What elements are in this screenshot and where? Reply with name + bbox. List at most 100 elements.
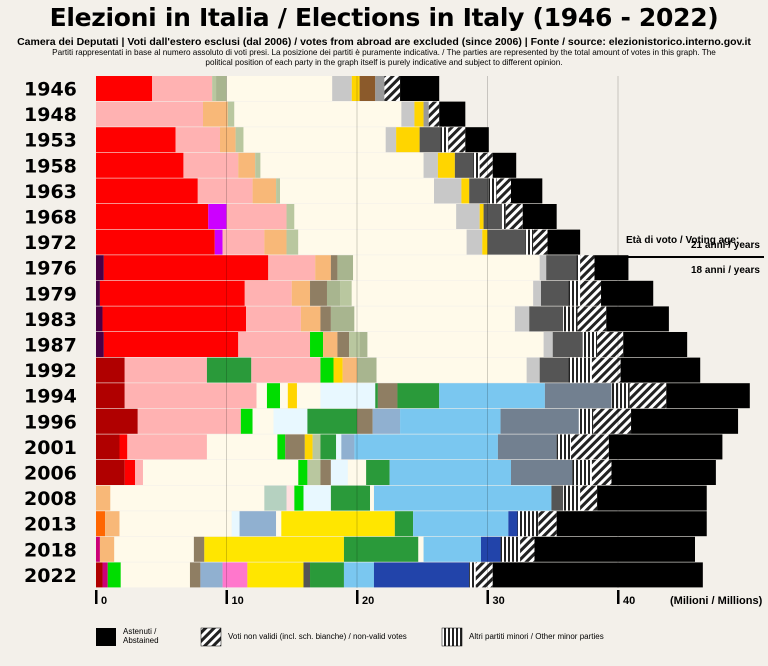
bar-1996-segment-8 bbox=[400, 408, 501, 434]
bar-1946-segment-8 bbox=[375, 76, 385, 101]
year-label-1946: 1946 bbox=[24, 79, 77, 101]
x-axis-unit-label: (Milioni / Millions) bbox=[670, 595, 763, 607]
legend-swatch-abstained bbox=[96, 628, 116, 646]
year-label-2022: 2022 bbox=[24, 565, 77, 587]
bar-2008-segment-1 bbox=[110, 485, 265, 511]
bar-1996-segment-5 bbox=[307, 408, 357, 434]
bar-2018-segment-11 bbox=[534, 536, 695, 562]
bar-1953-segment-2 bbox=[219, 127, 236, 153]
bar-2008-segment-6 bbox=[330, 485, 371, 511]
bar-2013-segment-12 bbox=[556, 511, 707, 537]
bar-1963 bbox=[96, 178, 543, 204]
x-tick-label-0: 0 bbox=[101, 595, 107, 607]
bar-1979-segment-5 bbox=[326, 280, 341, 306]
bar-2008-segment-5 bbox=[303, 485, 331, 511]
bar-1996 bbox=[96, 408, 739, 434]
bar-1972-segment-7 bbox=[482, 229, 488, 255]
bar-2018-segment-6 bbox=[418, 536, 424, 562]
bar-2006-segment-9 bbox=[366, 460, 390, 485]
bar-1946-segment-0 bbox=[96, 76, 153, 101]
bar-1994-segment-2 bbox=[256, 383, 267, 409]
bar-1992-segment-2 bbox=[206, 357, 252, 383]
bar-2022-segment-11 bbox=[373, 562, 470, 588]
bar-1994-segment-13 bbox=[611, 383, 630, 409]
bar-2018-segment-2 bbox=[114, 536, 194, 562]
bar-1958-segment-0 bbox=[96, 152, 184, 178]
bar-1972 bbox=[96, 229, 581, 255]
year-label-1963: 1963 bbox=[24, 181, 77, 203]
bar-2008-segment-12 bbox=[597, 485, 707, 511]
bar-1976-segment-2 bbox=[268, 255, 316, 281]
bar-1963-segment-10 bbox=[510, 178, 543, 204]
bar-2006-segment-6 bbox=[320, 460, 331, 485]
bar-2022 bbox=[96, 562, 703, 588]
bar-1953-segment-1 bbox=[175, 127, 220, 153]
bar-1979-segment-2 bbox=[244, 280, 292, 306]
bar-2022-segment-5 bbox=[200, 562, 223, 588]
bar-2018-segment-4 bbox=[204, 536, 344, 562]
bar-1958-segment-7 bbox=[454, 152, 474, 178]
bar-1987-segment-10 bbox=[552, 332, 583, 357]
bar-1953-segment-4 bbox=[243, 127, 386, 153]
bar-1946-segment-10 bbox=[400, 76, 440, 101]
bar-2001-segment-0 bbox=[96, 434, 120, 460]
bar-2008-segment-4 bbox=[294, 485, 304, 511]
bar-1963-segment-3 bbox=[276, 178, 281, 204]
bar-1968-segment-9 bbox=[505, 204, 523, 229]
bar-1979-segment-10 bbox=[568, 280, 581, 306]
bar-1994-segment-3 bbox=[266, 383, 280, 409]
bar-1983-segment-8 bbox=[529, 306, 564, 332]
bar-1996-segment-10 bbox=[578, 408, 594, 434]
bar-1958-segment-8 bbox=[473, 152, 480, 178]
bar-1996-segment-4 bbox=[273, 408, 308, 434]
bar-1996-segment-0 bbox=[96, 408, 138, 434]
bars-layer bbox=[96, 76, 750, 588]
bar-2006-segment-4 bbox=[298, 460, 308, 485]
x-tick-mark-30 bbox=[486, 590, 489, 604]
bar-1979-segment-8 bbox=[533, 280, 541, 306]
x-tick-label-40: 40 bbox=[623, 595, 635, 607]
bar-1994-segment-6 bbox=[296, 383, 321, 409]
bar-1963-segment-0 bbox=[96, 178, 198, 204]
bar-1983 bbox=[96, 306, 669, 332]
bar-2006-segment-8 bbox=[347, 460, 367, 485]
bar-1983-segment-3 bbox=[300, 306, 321, 332]
bar-1994-segment-12 bbox=[544, 383, 612, 409]
bar-1992-segment-5 bbox=[333, 357, 343, 383]
bar-1987-segment-1 bbox=[103, 332, 239, 357]
bar-2018-segment-10 bbox=[520, 536, 535, 562]
bar-2013-segment-1 bbox=[105, 511, 120, 537]
bar-1992-segment-4 bbox=[320, 357, 334, 383]
legend-swatch-minor bbox=[441, 627, 463, 647]
bar-2001-segment-3 bbox=[206, 434, 278, 460]
bar-1992-segment-0 bbox=[96, 357, 125, 383]
bar-1972-segment-2 bbox=[222, 229, 265, 255]
bar-2006-segment-11 bbox=[510, 460, 573, 485]
bar-1996-segment-2 bbox=[240, 408, 253, 434]
bar-2018-segment-1 bbox=[99, 536, 115, 562]
bar-1968-segment-2 bbox=[226, 204, 287, 229]
year-label-1958: 1958 bbox=[24, 155, 77, 177]
bar-1953-segment-7 bbox=[419, 127, 441, 153]
bar-2018-segment-8 bbox=[480, 536, 501, 562]
bar-1972-segment-8 bbox=[487, 229, 526, 255]
bar-2006-segment-2 bbox=[135, 460, 143, 485]
bar-1953-segment-6 bbox=[396, 127, 420, 153]
bar-1992-segment-6 bbox=[342, 357, 358, 383]
year-label-2013: 2013 bbox=[24, 514, 77, 536]
bar-1987-segment-2 bbox=[238, 332, 311, 357]
bar-1976-segment-5 bbox=[337, 255, 354, 281]
bar-1994-segment-5 bbox=[287, 383, 297, 409]
bar-2006-segment-14 bbox=[611, 460, 716, 485]
bar-1946-segment-5 bbox=[332, 76, 352, 101]
bar-1963-segment-9 bbox=[496, 178, 511, 204]
x-tick-label-30: 30 bbox=[493, 595, 505, 607]
bar-1976-segment-10 bbox=[580, 255, 595, 281]
bar-1948-segment-7 bbox=[428, 101, 440, 127]
bar-2018-segment-3 bbox=[193, 536, 205, 562]
bar-1972-segment-11 bbox=[547, 229, 581, 255]
x-tick-mark-0 bbox=[95, 590, 98, 604]
bar-1994-segment-11 bbox=[439, 383, 545, 409]
bar-1972-segment-1 bbox=[214, 229, 223, 255]
bar-1994-segment-8 bbox=[375, 383, 378, 409]
